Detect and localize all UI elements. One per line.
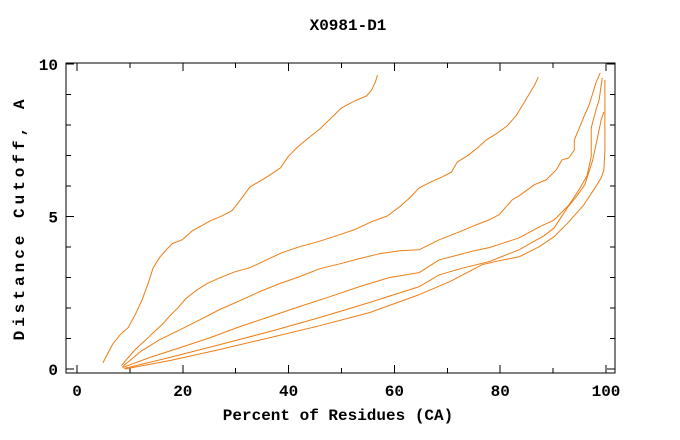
curve-4	[122, 77, 603, 368]
curve-1	[102, 74, 378, 364]
plot-area: 0 20 40 60 80 100 0 5 10	[39, 57, 621, 401]
curve-2	[121, 76, 539, 366]
curve-3	[122, 72, 601, 367]
x-tick-label: 60	[385, 383, 404, 401]
x-axis-label: Percent of Residues (CA)	[223, 407, 453, 425]
y-tick-label: 5	[48, 210, 58, 228]
curve-6	[125, 79, 606, 370]
plot-border	[65, 62, 616, 374]
x-tick-label: 20	[173, 383, 192, 401]
y-tick-label: 10	[39, 57, 58, 75]
y-tick-label: 0	[48, 362, 58, 380]
x-tick-label: 40	[279, 383, 298, 401]
y-axis-label: Distance Cutoff, A	[11, 96, 29, 341]
x-tick-label: 80	[491, 383, 510, 401]
x-tick-label: 100	[592, 383, 621, 401]
x-tick-label: 0	[72, 383, 82, 401]
chart-title: X0981-D1	[310, 17, 387, 35]
curve-5	[123, 111, 605, 369]
